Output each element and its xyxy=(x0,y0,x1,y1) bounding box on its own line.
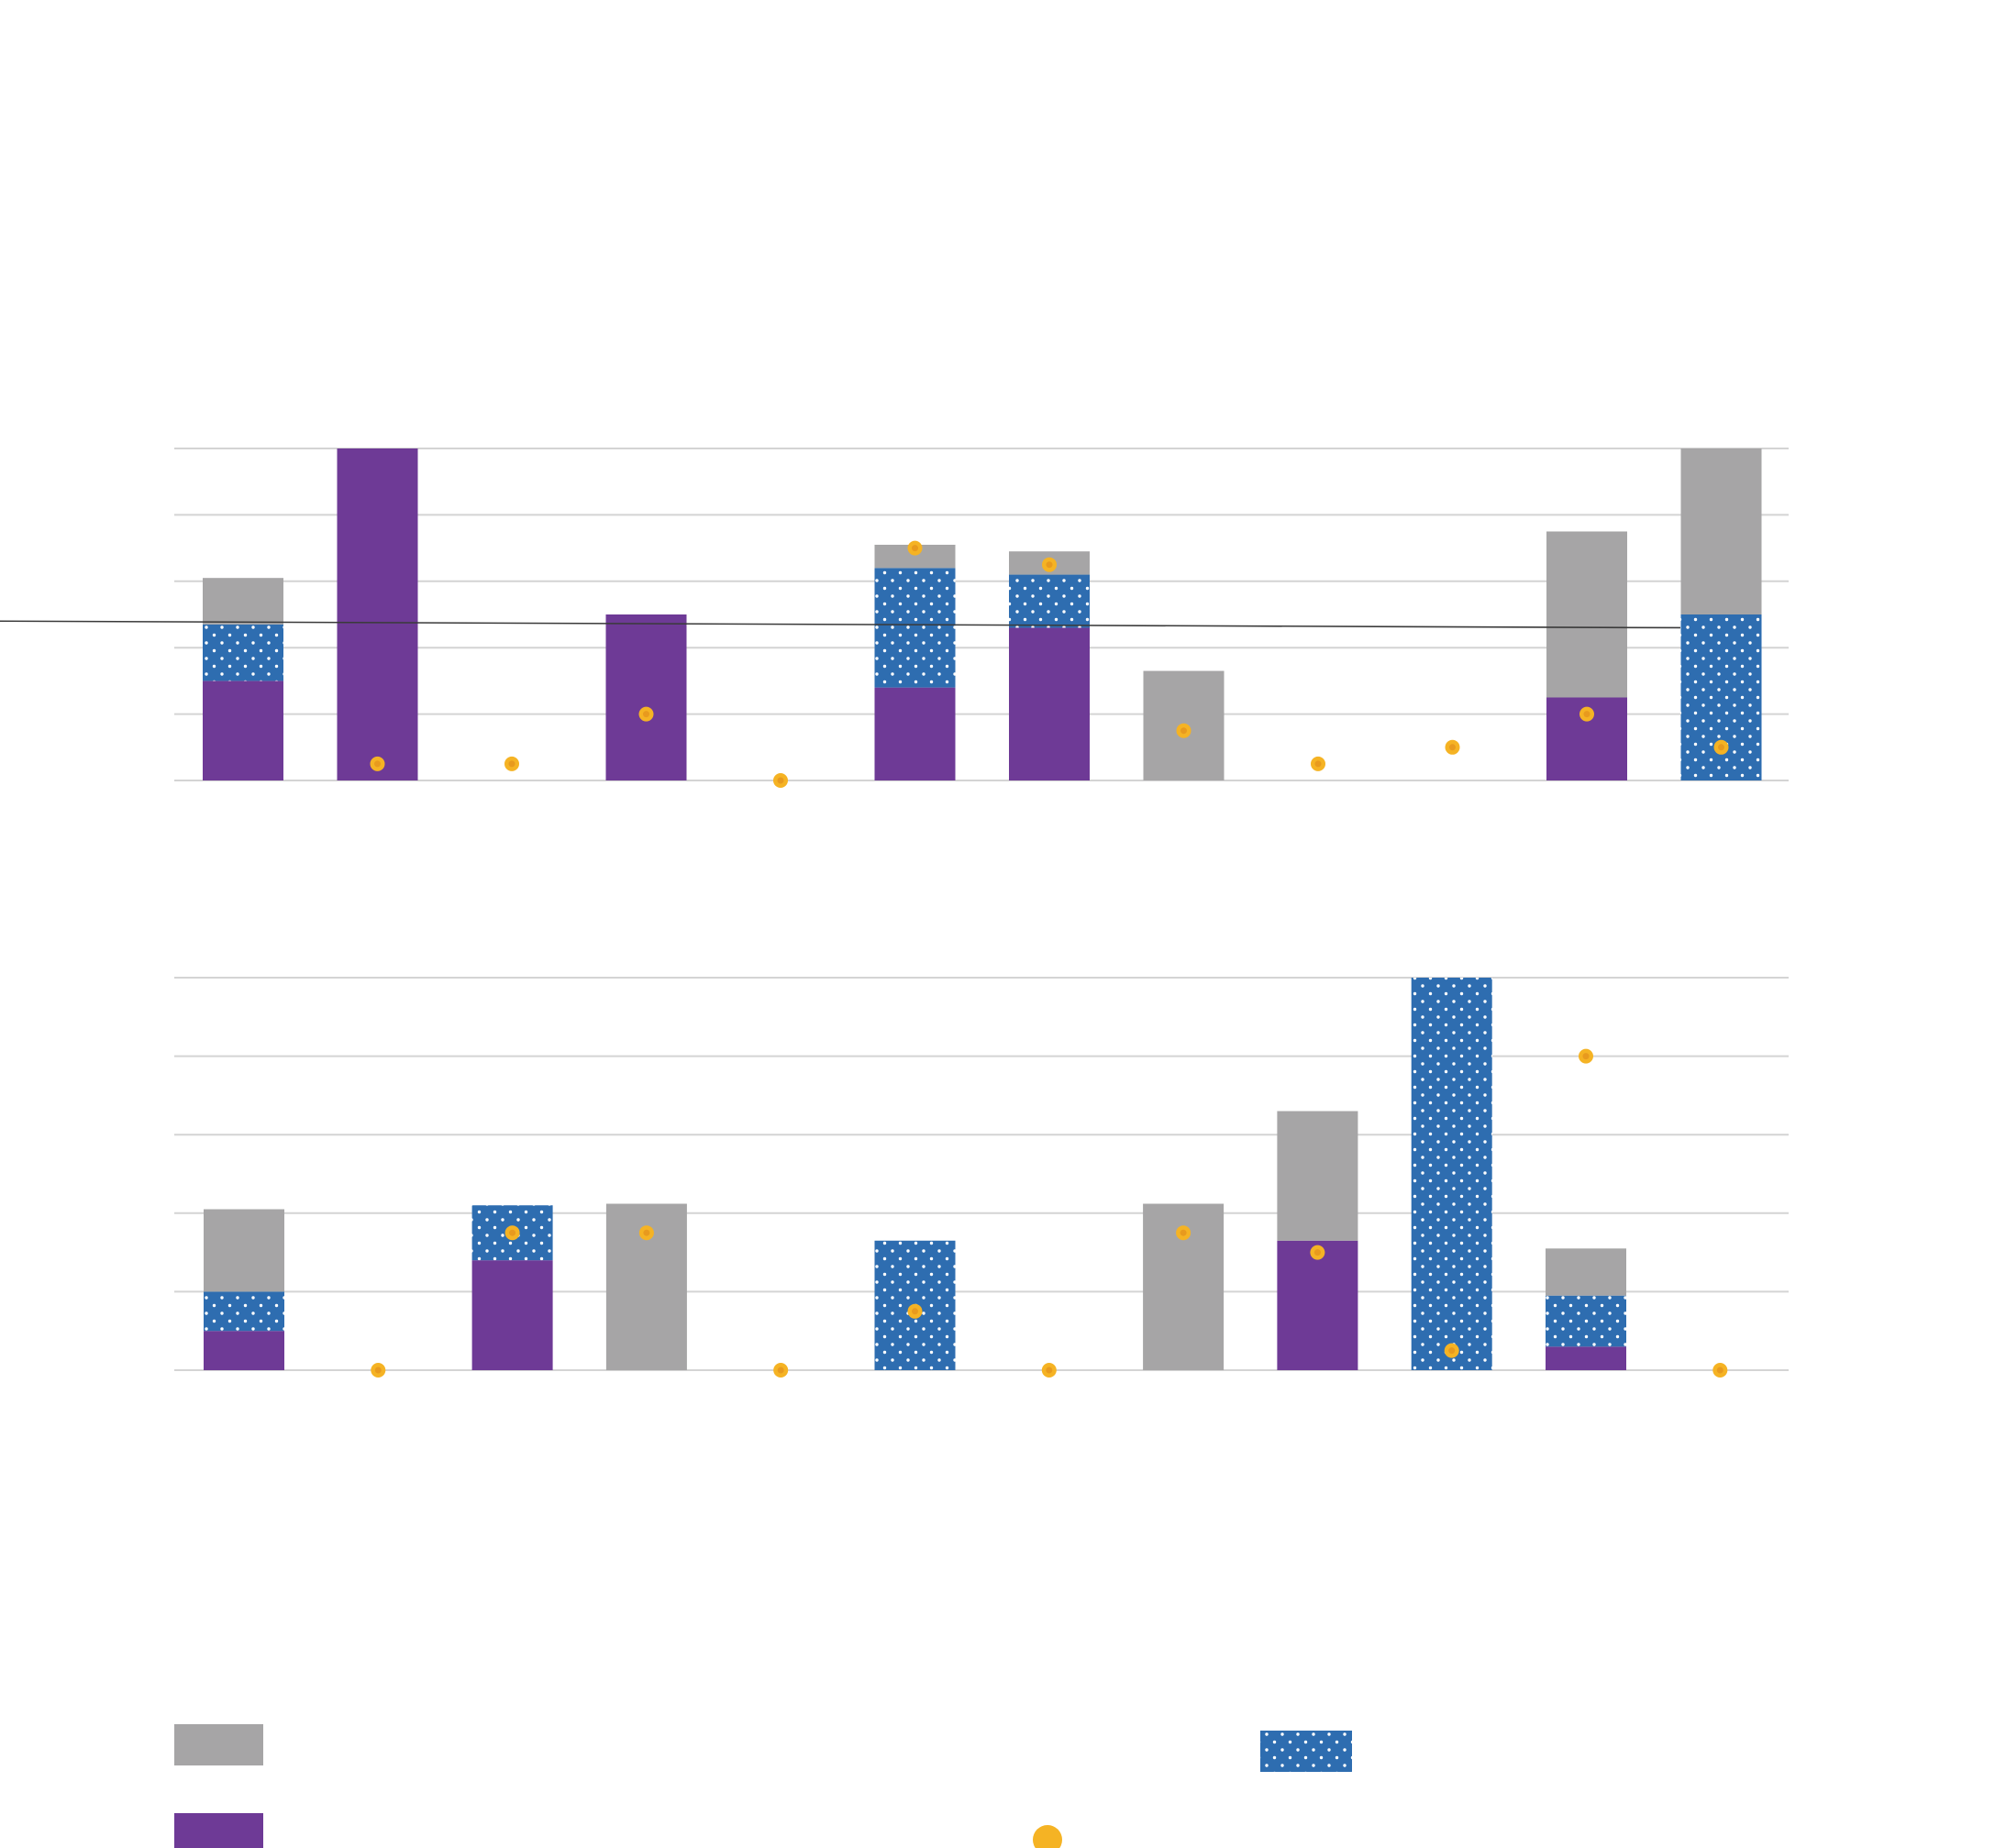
bar-segment-grey xyxy=(1546,1248,1626,1296)
marker-dot-center xyxy=(777,777,784,784)
legend-swatch-gold xyxy=(1033,1825,1062,1848)
marker-dot-center xyxy=(1449,744,1456,751)
marker-point xyxy=(504,756,519,771)
bar-segment-grey xyxy=(203,578,283,625)
bar-segment-blue xyxy=(204,1291,284,1332)
marker-dot-center xyxy=(1046,1367,1053,1374)
marker-dot-center xyxy=(1180,1229,1187,1236)
marker-point xyxy=(1311,756,1325,771)
marker-point xyxy=(1579,706,1594,722)
marker-dot-center xyxy=(1448,1347,1456,1355)
marker-point xyxy=(1444,1343,1459,1358)
bar-segment-purple xyxy=(874,687,956,780)
legend-swatch-purple xyxy=(174,1813,263,1848)
bar-segment-grey xyxy=(1546,531,1627,698)
marker-point xyxy=(1042,557,1057,572)
marker-point xyxy=(773,1363,789,1378)
bar-segment-blue xyxy=(203,624,283,681)
marker-dot-center xyxy=(643,711,649,718)
bar-segment-purple xyxy=(1546,1346,1626,1370)
marker-dot-center xyxy=(912,1308,918,1315)
marker-dot-center xyxy=(912,545,918,552)
marker-dot-center xyxy=(374,1367,382,1374)
marker-dot-center xyxy=(1046,561,1053,569)
marker-point xyxy=(1713,739,1729,755)
marker-point xyxy=(1712,1363,1728,1378)
marker-dot-center xyxy=(1583,711,1590,718)
bar-segment-purple xyxy=(203,681,283,780)
marker-dot-center xyxy=(643,1229,650,1236)
bar-segment-blue xyxy=(1680,614,1762,780)
bar-segment-grey xyxy=(204,1209,284,1292)
marker-dot-center xyxy=(1180,727,1187,735)
marker-dot-center xyxy=(509,1229,516,1236)
bar-segment-grey xyxy=(1680,448,1762,614)
marker-point xyxy=(1445,739,1460,755)
marker-point xyxy=(907,1303,923,1319)
marker-point xyxy=(504,1225,520,1241)
bar-segment-purple xyxy=(605,614,687,780)
marker-dot-center xyxy=(1716,1367,1723,1374)
bar-segment-blue xyxy=(1009,574,1090,628)
bar-segment-purple xyxy=(337,448,418,780)
bar-segment-blue xyxy=(874,568,956,688)
marker-point xyxy=(773,773,788,788)
bar-segment-blue xyxy=(1411,978,1492,1370)
bar-segment-blue xyxy=(1546,1295,1626,1347)
marker-point xyxy=(1310,1245,1325,1260)
marker-dot-center xyxy=(1582,1053,1590,1060)
marker-point xyxy=(907,540,923,556)
marker-dot-center xyxy=(1718,744,1724,751)
bar-segment-purple xyxy=(1009,627,1090,780)
bar-segment-purple xyxy=(1277,1240,1358,1370)
marker-point xyxy=(371,1363,386,1378)
marker-point xyxy=(1176,1225,1191,1241)
marker-dot-center xyxy=(1313,1249,1321,1256)
marker-dot-center xyxy=(1314,760,1322,768)
reference-line xyxy=(0,620,1681,629)
marker-dot-center xyxy=(374,760,381,768)
marker-point xyxy=(370,756,385,771)
bar-segment-purple xyxy=(204,1331,284,1370)
top-panel xyxy=(0,448,1789,788)
marker-point xyxy=(638,1225,654,1241)
marker-dot-center xyxy=(508,760,515,768)
bottom-panel xyxy=(174,977,1789,1378)
legend-swatch-grey xyxy=(174,1724,263,1765)
marker-point xyxy=(1176,723,1191,738)
bar-segment-grey xyxy=(1277,1111,1358,1241)
marker-dot-center xyxy=(777,1367,784,1374)
marker-point xyxy=(1579,1048,1593,1064)
legend xyxy=(174,1724,1352,1848)
marker-point xyxy=(638,706,654,722)
legend-swatch-blue xyxy=(1260,1731,1352,1772)
marker-point xyxy=(1041,1363,1057,1378)
bar-segment-purple xyxy=(471,1260,553,1370)
